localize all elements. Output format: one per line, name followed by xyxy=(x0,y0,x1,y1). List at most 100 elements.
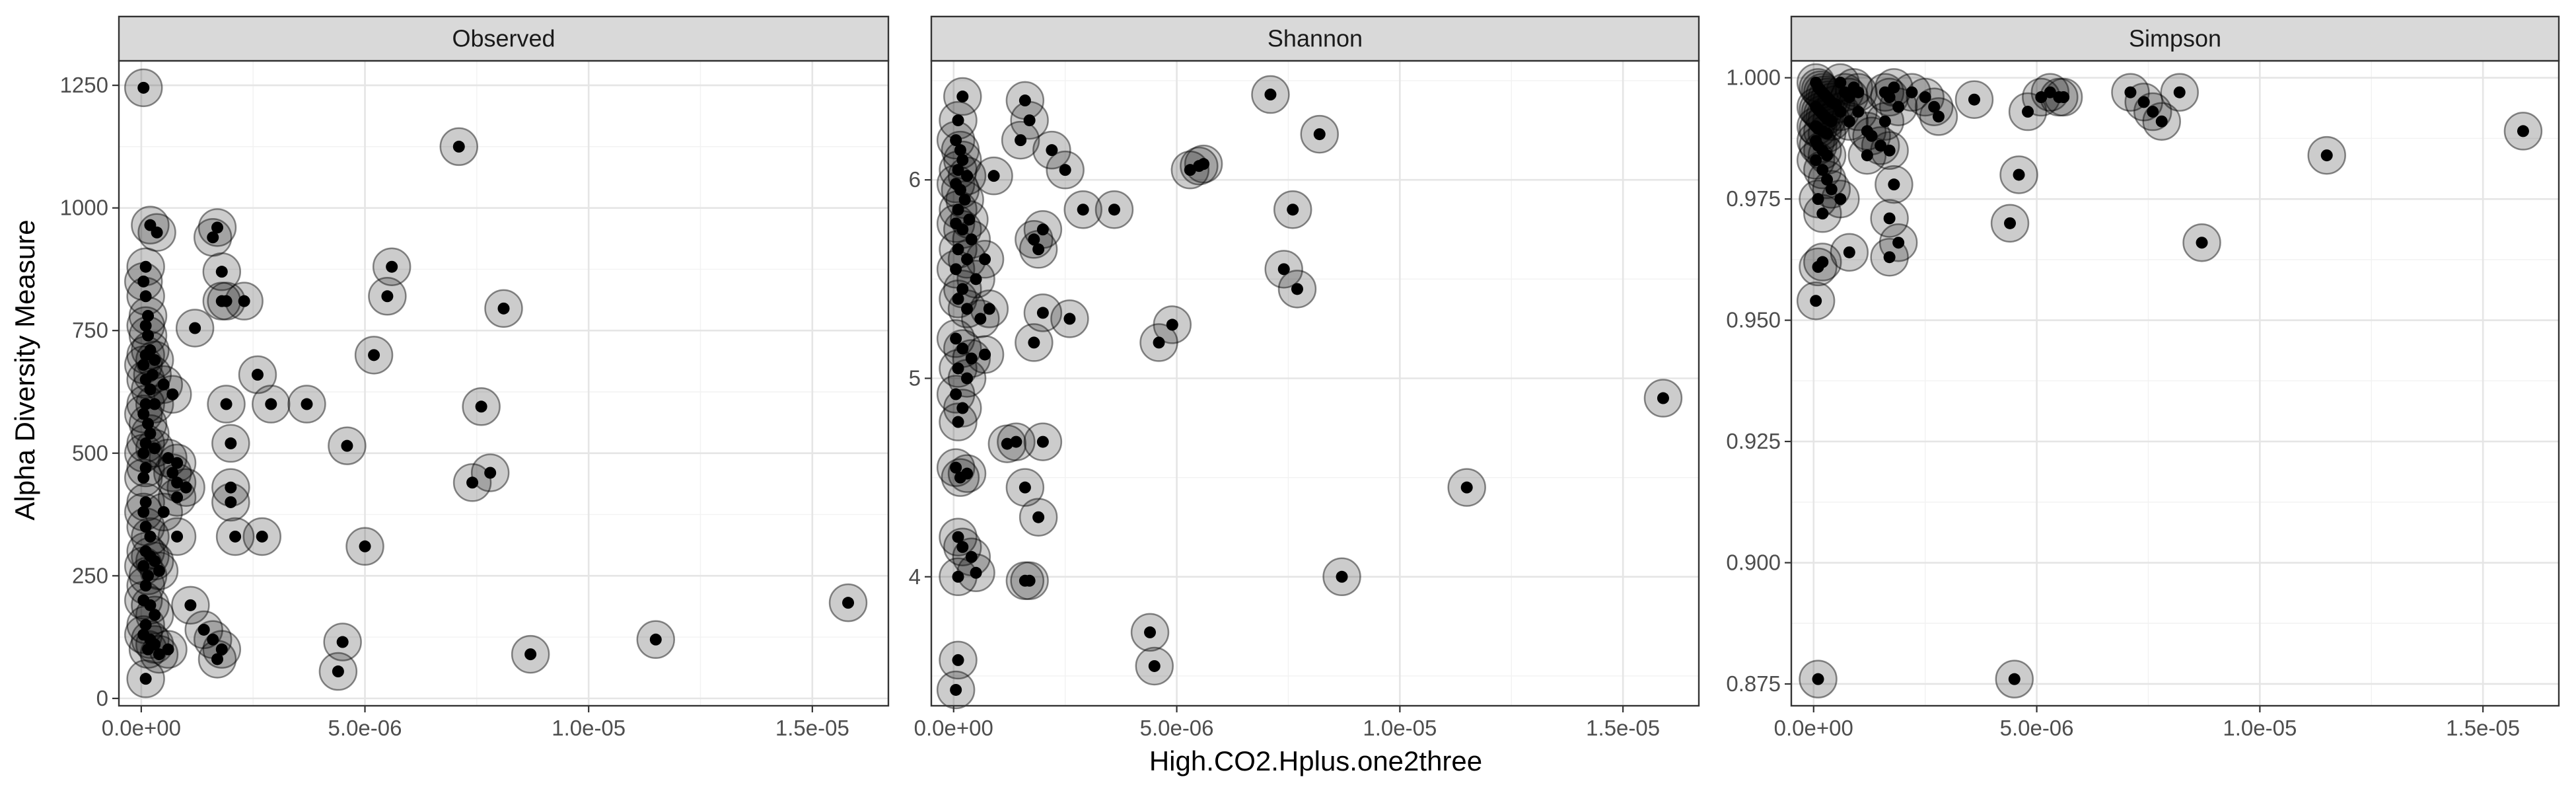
data-point xyxy=(952,293,964,305)
data-point xyxy=(961,170,974,182)
data-point xyxy=(149,354,161,366)
data-point xyxy=(142,329,155,342)
data-point xyxy=(139,319,152,332)
data-point xyxy=(965,550,978,563)
data-point xyxy=(1036,307,1049,319)
data-point xyxy=(956,541,969,553)
data-point xyxy=(215,643,228,656)
x-axis-title: High.CO2.Hplus.one2three xyxy=(1149,745,1482,776)
data-point xyxy=(954,184,966,196)
data-point xyxy=(2196,237,2208,249)
data-point xyxy=(965,233,978,246)
data-point xyxy=(1825,183,1838,196)
data-point xyxy=(1892,237,1905,249)
data-point xyxy=(484,467,497,479)
data-point xyxy=(171,491,184,504)
y-tick-label: 6 xyxy=(909,167,921,192)
data-point xyxy=(139,373,152,386)
data-point xyxy=(220,398,233,410)
data-point xyxy=(970,273,982,285)
data-point xyxy=(956,223,969,236)
data-point xyxy=(139,619,152,631)
data-point xyxy=(1810,154,1822,167)
facet-panel-observed: Observed 0.0e+00 5.0e-06 1.0e-05 1.5e-05 0 250… xyxy=(60,15,890,740)
data-point xyxy=(1852,106,1865,118)
data-point xyxy=(1919,91,1931,104)
data-point xyxy=(381,290,394,303)
data-point xyxy=(1834,106,1847,118)
data-point xyxy=(153,648,165,661)
data-point xyxy=(225,437,237,449)
data-point xyxy=(144,599,157,611)
data-point xyxy=(1821,128,1834,140)
data-point xyxy=(1812,193,1824,206)
data-point xyxy=(1336,570,1348,583)
y-tick-label: 750 xyxy=(72,318,108,342)
data-point xyxy=(956,402,969,414)
data-point xyxy=(1852,86,1865,98)
data-point xyxy=(956,91,969,103)
x-tick-label: 1.0e-05 xyxy=(2223,716,2297,740)
data-point xyxy=(2320,149,2333,162)
data-point xyxy=(139,496,152,508)
data-point xyxy=(251,369,264,381)
data-point xyxy=(987,170,1000,182)
data-point xyxy=(2517,125,2529,137)
data-point xyxy=(1166,319,1178,331)
data-point xyxy=(149,398,161,410)
y-tick-label: 500 xyxy=(72,441,108,465)
data-point xyxy=(1865,130,1878,142)
panel-background xyxy=(119,61,888,706)
panel-background xyxy=(931,61,1699,706)
data-point xyxy=(386,260,398,273)
data-point xyxy=(207,231,219,244)
data-point xyxy=(1878,115,1891,128)
y-tick-label: 5 xyxy=(909,365,921,390)
data-point xyxy=(139,260,152,273)
data-point xyxy=(149,555,161,568)
data-point xyxy=(1906,86,1918,98)
data-point xyxy=(1144,626,1157,638)
x-tick-label: 1.5e-05 xyxy=(775,716,849,740)
data-point xyxy=(157,378,170,391)
data-point xyxy=(1834,193,1847,206)
data-point xyxy=(1816,164,1829,176)
x-tick-label: 0.0e+00 xyxy=(102,716,181,740)
x-tick-label: 5.0e-06 xyxy=(2000,716,2074,740)
y-tick-label: 0.875 xyxy=(1726,671,1781,696)
data-point xyxy=(139,349,152,361)
data-point xyxy=(149,609,161,621)
y-tick-label: 0.925 xyxy=(1726,429,1781,453)
data-point xyxy=(139,521,152,533)
x-tick-label: 1.0e-05 xyxy=(552,716,626,740)
data-point xyxy=(1816,256,1829,268)
x-tick-label: 1.0e-05 xyxy=(1363,716,1437,740)
data-point xyxy=(952,570,964,583)
data-point xyxy=(1883,91,1896,104)
data-point xyxy=(1028,233,1040,246)
data-point xyxy=(215,266,228,278)
data-point xyxy=(1077,204,1089,216)
facet-panels: Observed 0.0e+00 5.0e-06 1.0e-05 1.5e-05 0 250… xyxy=(60,15,2560,740)
data-point xyxy=(1108,204,1120,216)
data-point xyxy=(1313,128,1326,141)
data-point xyxy=(137,560,150,572)
data-point xyxy=(1843,91,1855,104)
data-point xyxy=(974,313,987,325)
data-point xyxy=(983,303,995,315)
data-point xyxy=(137,471,150,484)
data-point xyxy=(1015,134,1027,147)
data-point xyxy=(1063,313,1076,325)
x-tick-label: 5.0e-06 xyxy=(1140,716,1214,740)
y-tick-label: 0.950 xyxy=(1726,308,1781,332)
y-tick-label: 0.900 xyxy=(1726,550,1781,575)
data-point xyxy=(137,447,150,459)
data-point xyxy=(144,530,157,543)
data-point xyxy=(149,442,161,455)
data-point xyxy=(1184,164,1196,176)
data-point xyxy=(1810,295,1822,307)
y-tick-label: 4 xyxy=(909,564,921,589)
data-point xyxy=(950,388,962,400)
facet-strip xyxy=(118,15,890,62)
data-point xyxy=(139,462,152,474)
